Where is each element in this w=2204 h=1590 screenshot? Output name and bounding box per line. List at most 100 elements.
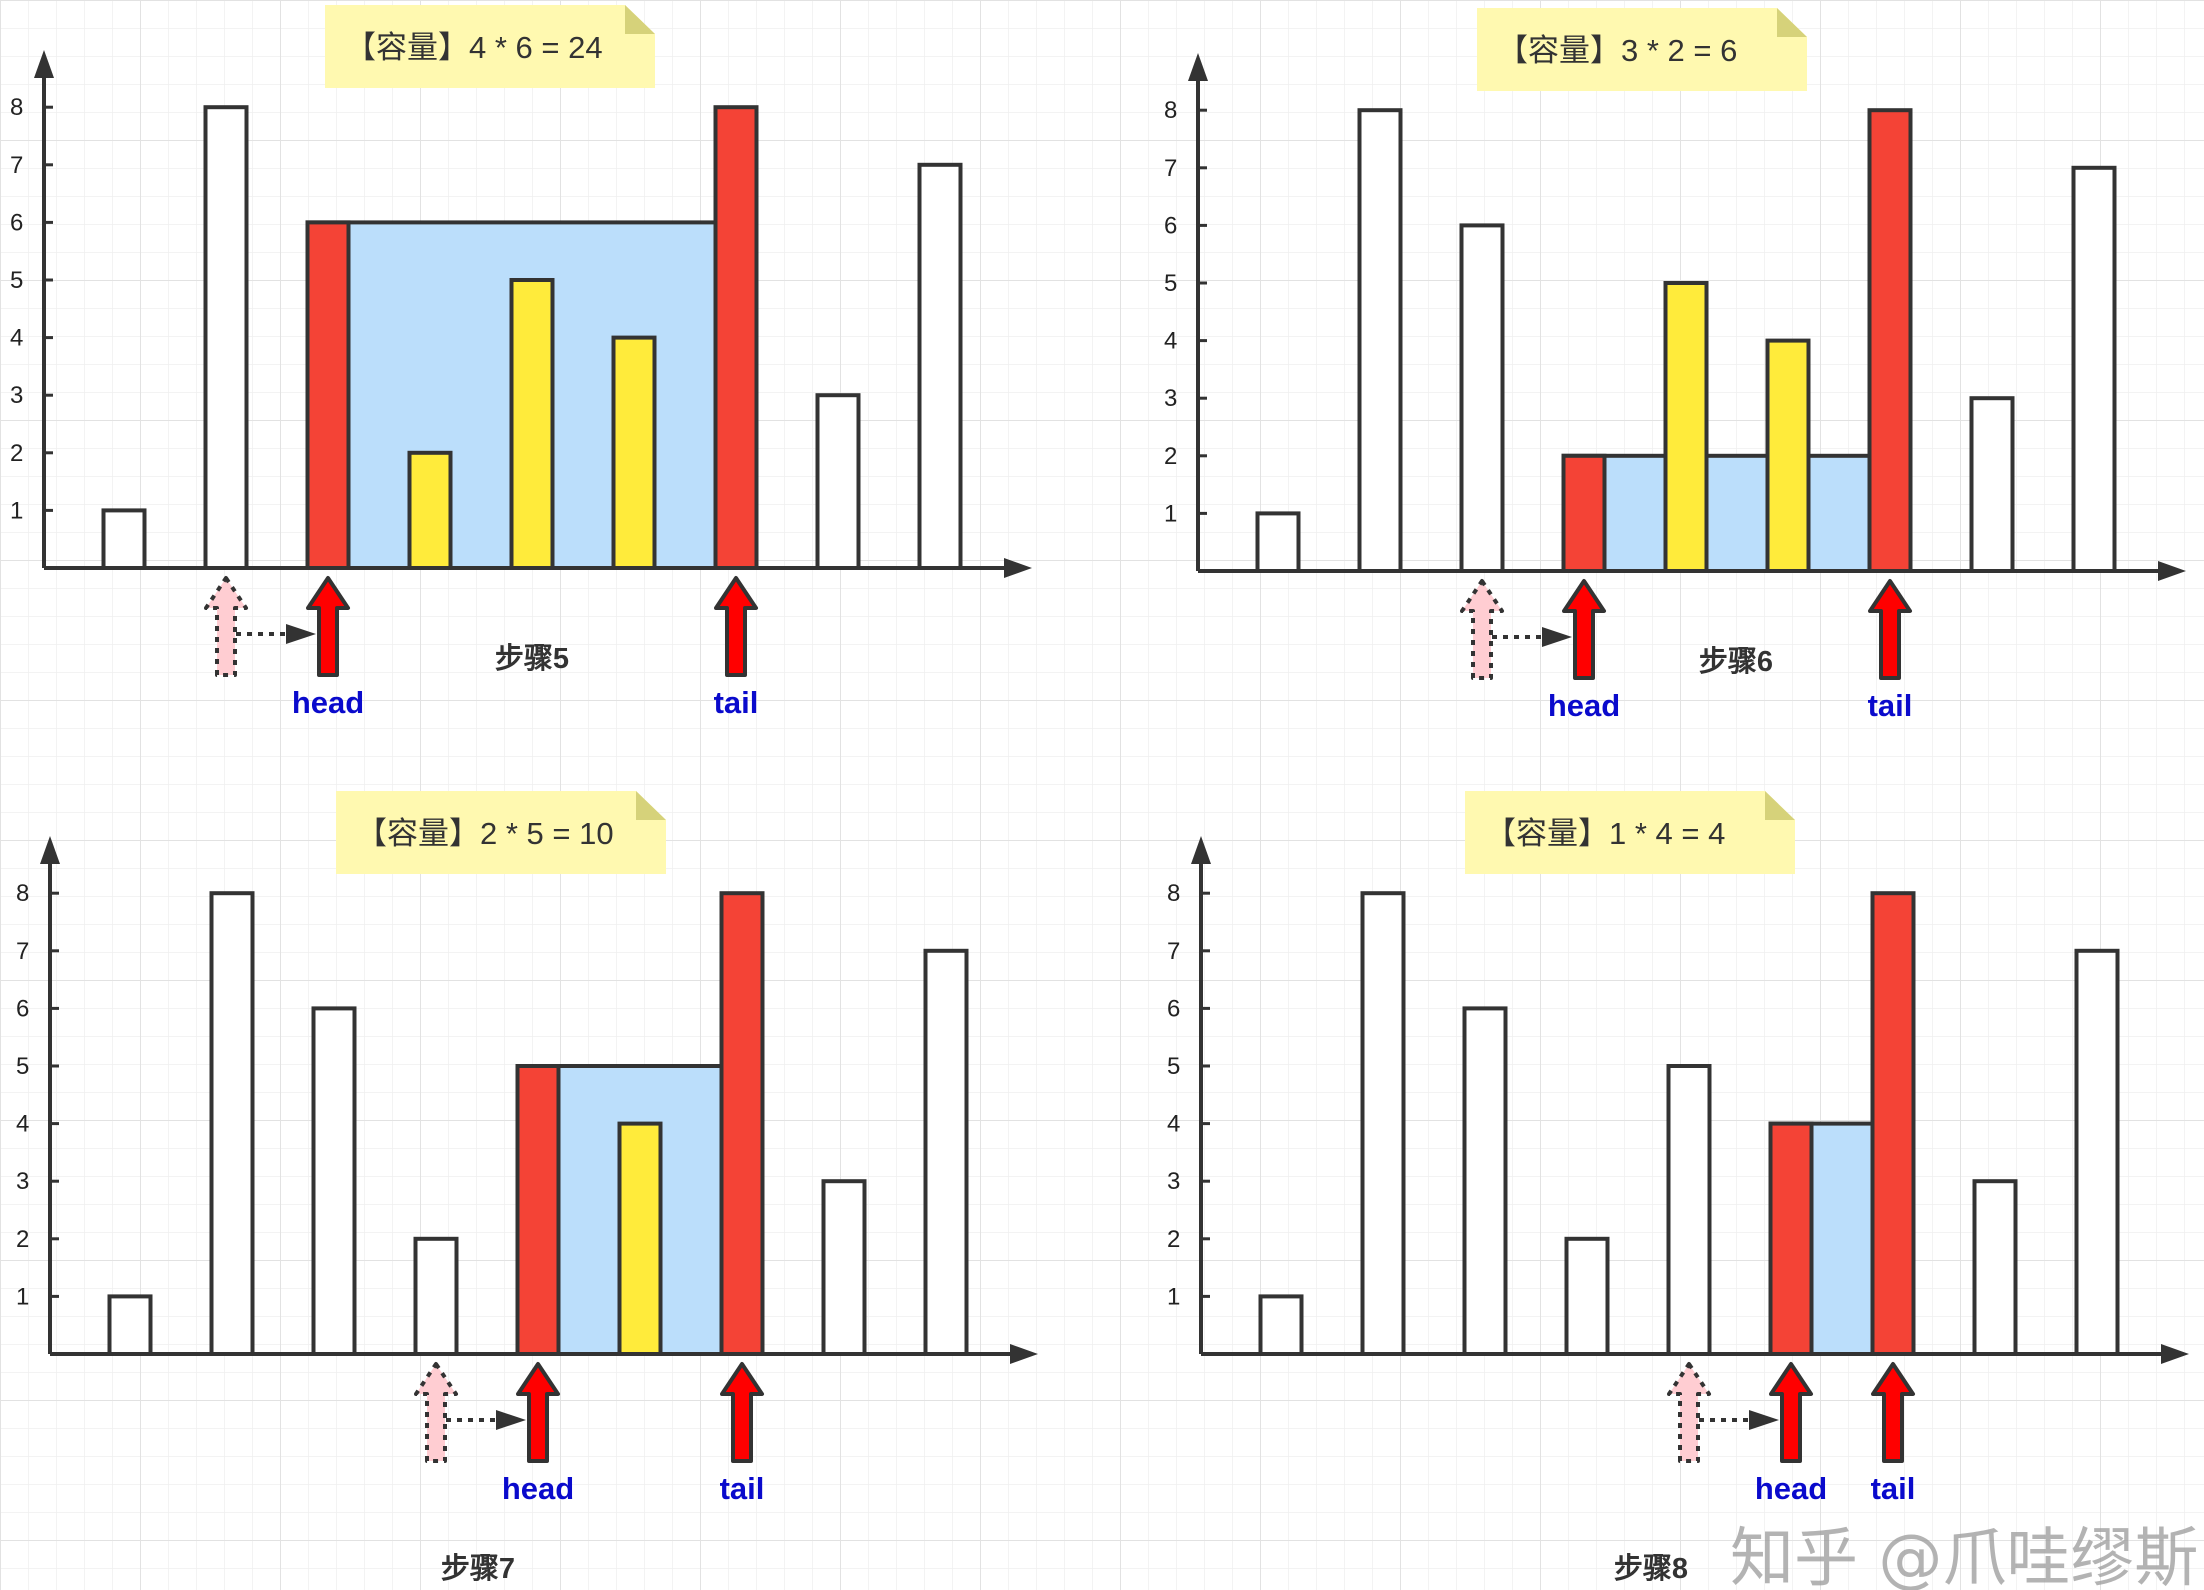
capacity-note: 【容量】1 * 4 = 4 [1465,791,1795,874]
y-tick-label: 2 [16,1226,29,1253]
y-tick-label: 5 [1167,1053,1180,1080]
bar [1564,1236,1610,1356]
bar [2074,948,2120,1357]
bar [209,891,255,1356]
capacity-text: 【容量】3 * 2 = 6 [1497,33,1737,68]
note-fold-corner [1765,791,1795,820]
bar [815,393,861,571]
bar [311,1006,357,1356]
head-label: head [1548,688,1620,723]
head-bar [515,1064,561,1356]
inside-bar [509,278,555,570]
note-fold-corner [625,5,655,34]
step-label: 步骤7 [441,1552,515,1585]
tail-arrow-icon [720,1362,764,1463]
inside-bar [1663,281,1709,573]
inside-bar [407,450,453,570]
y-tick-label: 8 [16,880,29,907]
panel-2: 【容量】3 * 2 = 6 1 2 3 4 5 6 7 8 head tail 步骤6 [1164,8,2186,723]
y-tick-label: 6 [1164,212,1177,239]
x-axis-arrow-icon [1010,1344,1038,1364]
note-rect [325,5,625,88]
y-tick-label: 2 [10,440,23,467]
tail-bar [713,105,759,570]
y-tick-label: 6 [10,209,23,236]
tail-label: tail [1868,688,1913,723]
y-axis-arrow-icon [1188,53,1208,81]
x-axis-arrow-icon [2158,561,2186,581]
tail-label: tail [720,1471,765,1506]
capacity-text: 【容量】2 * 5 = 10 [356,816,614,851]
note-fold-corner [1777,8,1807,37]
y-tick-label: 4 [16,1111,29,1138]
y-tick-label: 1 [16,1283,29,1310]
capacity-note: 【容量】2 * 5 = 10 [336,791,666,874]
head-bar [305,220,351,570]
head-arrow-icon [306,576,350,677]
y-axis-arrow-icon [34,50,54,78]
y-tick-label: 3 [1164,385,1177,412]
bar [1462,1006,1508,1356]
bar [101,508,147,570]
y-tick-label: 5 [16,1053,29,1080]
y-axis-arrow-icon [40,836,60,864]
bar [1666,1064,1712,1356]
y-tick-label: 8 [10,94,23,121]
step-label: 步骤5 [495,642,569,675]
bar [821,1179,867,1357]
y-tick-label: 7 [1167,938,1180,965]
bar [1255,511,1301,573]
x-axis-arrow-icon [1004,558,1032,578]
inside-bar [611,335,657,570]
y-tick-label: 7 [16,938,29,965]
head-label: head [1755,1471,1827,1506]
y-tick-label: 5 [10,267,23,294]
bar [203,105,249,570]
step-label: 步骤8 [1614,1552,1688,1585]
inside-bar [617,1121,663,1356]
previous-head-arrow-icon [414,1362,458,1463]
watermark: 知乎 @爪哇缪斯 [1730,1522,2198,1590]
y-tick-label: 3 [10,382,23,409]
note-rect [1465,791,1765,874]
y-tick-label: 1 [1167,1283,1180,1310]
capacity-text: 【容量】4 * 6 = 24 [345,30,603,65]
panel-3: 【容量】2 * 5 = 10 1 2 3 4 5 6 7 8 head tail 步骤7 [16,791,1038,1585]
x-axis-arrow-icon [2161,1344,2189,1364]
y-tick-label: 1 [10,497,23,524]
y-tick-label: 7 [1164,155,1177,182]
bar [923,948,969,1357]
head-arrow-icon [1769,1362,1813,1463]
move-arrowhead-icon [496,1410,526,1430]
panel-4: 【容量】1 * 4 = 4 1 2 3 4 5 6 7 8 head tail 步骤8 [1167,791,2189,1585]
y-tick-label: 4 [1167,1111,1180,1138]
y-tick-label: 6 [1167,995,1180,1022]
bar [1969,396,2015,574]
previous-head-arrow-icon [1667,1362,1711,1463]
tail-arrow-icon [1871,1362,1915,1463]
head-arrow-icon [516,1362,560,1463]
bar [1459,223,1505,573]
move-arrowhead-icon [286,624,316,644]
step-label: 步骤6 [1699,645,1773,678]
bar [1258,1294,1304,1356]
y-tick-label: 2 [1167,1226,1180,1253]
tail-arrow-icon [714,576,758,677]
previous-head-arrow-icon [1460,579,1504,680]
note-fold-corner [636,791,666,820]
move-arrowhead-icon [1749,1410,1779,1430]
y-tick-label: 5 [1164,270,1177,297]
y-tick-label: 6 [16,995,29,1022]
bar [107,1294,153,1356]
head-label: head [292,685,364,720]
water-area [1561,453,1913,573]
y-axis-arrow-icon [1191,836,1211,864]
previous-head-arrow-icon [204,576,248,677]
bar [413,1236,459,1356]
y-tick-label: 1 [1164,500,1177,527]
y-tick-label: 8 [1164,97,1177,124]
head-label: head [502,1471,574,1506]
bar [917,162,963,571]
capacity-text: 【容量】1 * 4 = 4 [1485,816,1725,851]
